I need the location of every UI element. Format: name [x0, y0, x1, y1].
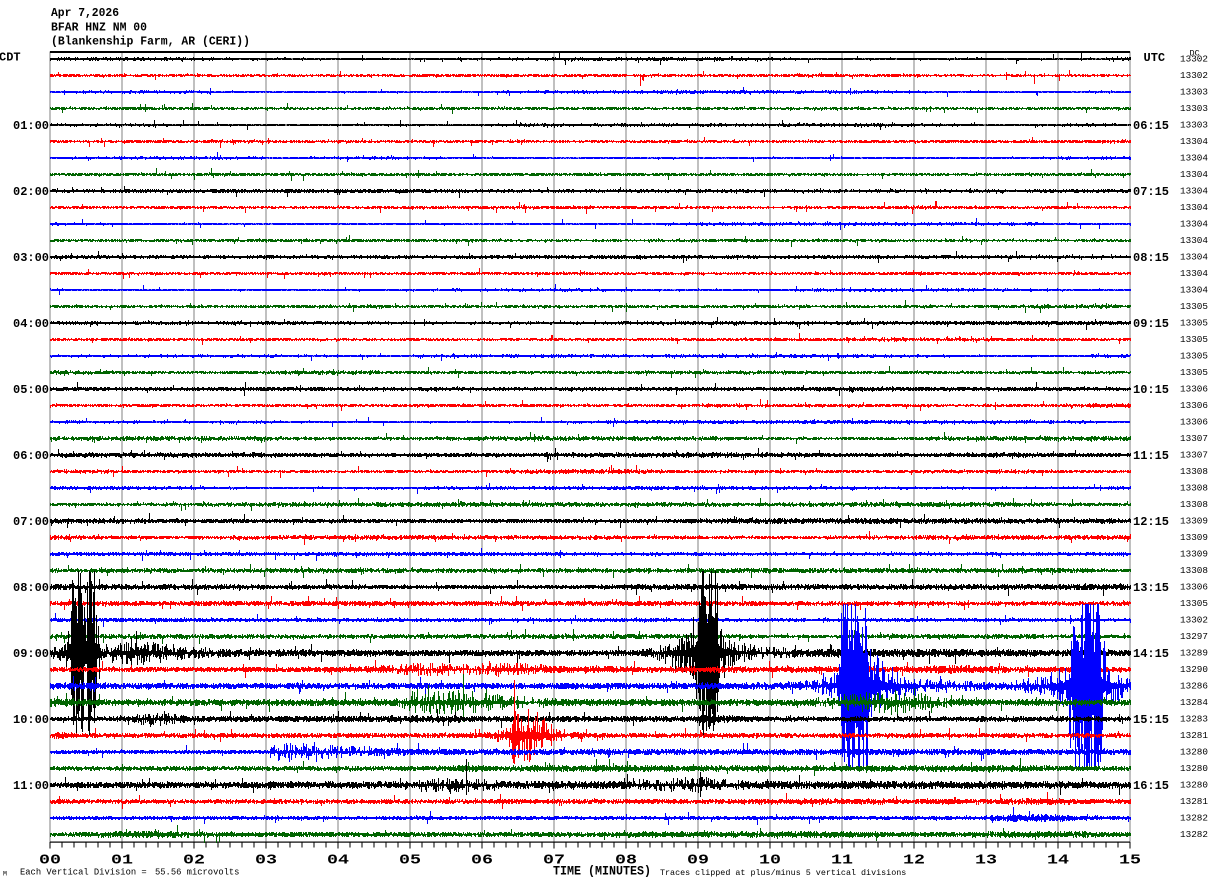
- svg-text:03:00: 03:00: [13, 251, 49, 265]
- svg-text:DC: DC: [1190, 49, 1200, 59]
- svg-text:12: 12: [903, 853, 925, 869]
- svg-text:10:00: 10:00: [13, 713, 49, 727]
- svg-text:13306: 13306: [1180, 418, 1208, 428]
- svg-text:13305: 13305: [1180, 302, 1208, 312]
- svg-text:13304: 13304: [1180, 187, 1208, 197]
- svg-text:02: 02: [183, 853, 205, 869]
- svg-text:09:15: 09:15: [1133, 317, 1169, 331]
- svg-text:08: 08: [615, 853, 637, 869]
- svg-text:13280: 13280: [1180, 748, 1208, 758]
- svg-text:06: 06: [471, 853, 493, 869]
- svg-text:13281: 13281: [1180, 797, 1208, 807]
- svg-text:13305: 13305: [1180, 599, 1208, 609]
- svg-text:UTC: UTC: [1144, 51, 1166, 65]
- svg-text:05: 05: [399, 853, 421, 869]
- svg-text:03: 03: [255, 853, 277, 869]
- svg-text:13306: 13306: [1180, 385, 1208, 395]
- svg-text:M: M: [3, 871, 7, 878]
- svg-text:13304: 13304: [1180, 269, 1208, 279]
- svg-text:13302: 13302: [1180, 71, 1208, 81]
- svg-text:04:00: 04:00: [13, 317, 49, 331]
- svg-text:15: 15: [1119, 853, 1141, 869]
- svg-text:11:15: 11:15: [1133, 449, 1169, 463]
- svg-text:10:15: 10:15: [1133, 383, 1169, 397]
- svg-text:13302: 13302: [1180, 55, 1208, 65]
- svg-text:13303: 13303: [1180, 121, 1208, 131]
- svg-text:13282: 13282: [1180, 814, 1208, 824]
- svg-text:13309: 13309: [1180, 550, 1208, 560]
- svg-text:13286: 13286: [1180, 682, 1208, 692]
- svg-text:13: 13: [975, 853, 997, 869]
- svg-text:13306: 13306: [1180, 583, 1208, 593]
- svg-text:13308: 13308: [1180, 484, 1208, 494]
- svg-text:13305: 13305: [1180, 368, 1208, 378]
- svg-text:13283: 13283: [1180, 715, 1208, 725]
- svg-text:08:00: 08:00: [13, 581, 49, 595]
- svg-text:09:00: 09:00: [13, 647, 49, 661]
- svg-text:13289: 13289: [1180, 649, 1208, 659]
- svg-text:13308: 13308: [1180, 500, 1208, 510]
- svg-text:13:15: 13:15: [1133, 581, 1169, 595]
- svg-text:16:15: 16:15: [1133, 779, 1169, 793]
- svg-text:13308: 13308: [1180, 566, 1208, 576]
- svg-text:13304: 13304: [1180, 253, 1208, 263]
- svg-text:Each Vertical Division =: Each Vertical Division =: [20, 868, 147, 878]
- svg-text:06:00: 06:00: [13, 449, 49, 463]
- svg-text:13309: 13309: [1180, 517, 1208, 527]
- svg-text:13304: 13304: [1180, 170, 1208, 180]
- svg-text:07: 07: [543, 853, 565, 869]
- svg-text:11: 11: [831, 853, 853, 869]
- svg-text:01:00: 01:00: [13, 119, 49, 133]
- svg-text:14:15: 14:15: [1133, 647, 1169, 661]
- svg-text:14: 14: [1047, 853, 1069, 869]
- svg-text:13304: 13304: [1180, 203, 1208, 213]
- svg-text:13305: 13305: [1180, 319, 1208, 329]
- svg-text:02:00: 02:00: [13, 185, 49, 199]
- svg-text:00: 00: [39, 853, 61, 869]
- svg-text:Apr 7,2026: Apr 7,2026: [51, 6, 119, 20]
- svg-text:07:00: 07:00: [13, 515, 49, 529]
- svg-text:TIME (MINUTES): TIME (MINUTES): [553, 865, 651, 879]
- svg-text:13303: 13303: [1180, 104, 1208, 114]
- svg-text:13304: 13304: [1180, 220, 1208, 230]
- svg-text:13307: 13307: [1180, 434, 1208, 444]
- svg-text:55.56 microvolts: 55.56 microvolts: [155, 868, 239, 878]
- svg-text:13302: 13302: [1180, 616, 1208, 626]
- svg-text:13305: 13305: [1180, 352, 1208, 362]
- svg-text:13309: 13309: [1180, 533, 1208, 543]
- svg-text:13304: 13304: [1180, 137, 1208, 147]
- svg-text:01: 01: [111, 853, 133, 869]
- svg-text:13284: 13284: [1180, 698, 1208, 708]
- svg-text:15:15: 15:15: [1133, 713, 1169, 727]
- svg-text:13304: 13304: [1180, 286, 1208, 296]
- svg-text:11:00: 11:00: [13, 779, 49, 793]
- svg-text:13280: 13280: [1180, 764, 1208, 774]
- svg-text:13307: 13307: [1180, 451, 1208, 461]
- svg-text:(Blankenship Farm, AR (CERI)): (Blankenship Farm, AR (CERI)): [51, 35, 250, 49]
- svg-text:12:15: 12:15: [1133, 515, 1169, 529]
- svg-text:13308: 13308: [1180, 467, 1208, 477]
- svg-text:Traces clipped at plus/minus 5: Traces clipped at plus/minus 5 vertical …: [660, 868, 906, 878]
- svg-text:13305: 13305: [1180, 335, 1208, 345]
- svg-text:13290: 13290: [1180, 665, 1208, 675]
- svg-text:13281: 13281: [1180, 731, 1208, 741]
- svg-text:07:15: 07:15: [1133, 185, 1169, 199]
- svg-text:06:15: 06:15: [1133, 119, 1169, 133]
- svg-text:BFAR HNZ NM 00: BFAR HNZ NM 00: [51, 20, 147, 34]
- svg-text:13303: 13303: [1180, 88, 1208, 98]
- svg-text:CDT: CDT: [0, 51, 21, 65]
- svg-text:13282: 13282: [1180, 830, 1208, 840]
- svg-text:09: 09: [687, 853, 709, 869]
- svg-text:13280: 13280: [1180, 781, 1208, 791]
- svg-text:13304: 13304: [1180, 236, 1208, 246]
- svg-text:05:00: 05:00: [13, 383, 49, 397]
- svg-text:08:15: 08:15: [1133, 251, 1169, 265]
- svg-text:13297: 13297: [1180, 632, 1208, 642]
- svg-text:10: 10: [759, 853, 781, 869]
- svg-text:13306: 13306: [1180, 401, 1208, 411]
- svg-text:13304: 13304: [1180, 154, 1208, 164]
- svg-text:04: 04: [327, 853, 349, 869]
